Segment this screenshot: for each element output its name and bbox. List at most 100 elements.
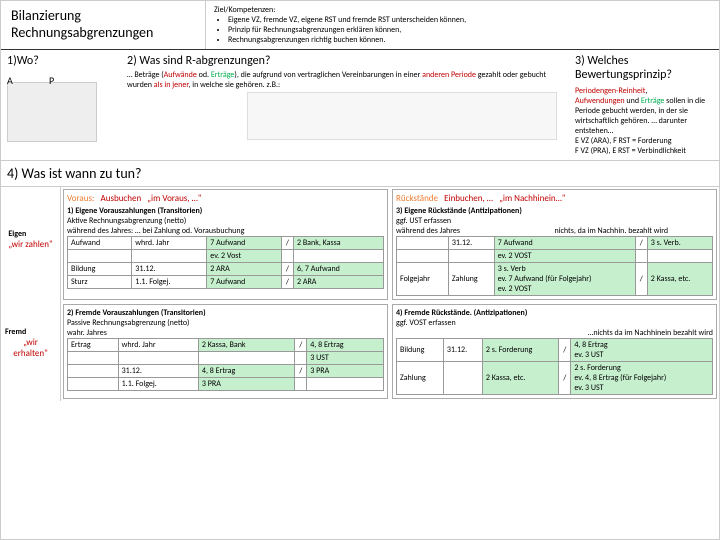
title-block: Bilanzierung Rechnungsabgrenzungen (1, 1, 206, 49)
panel-3: Rückstände Einbuchen, … „im Nachhinein…"… (392, 189, 717, 300)
p1-sub: Aktive Rechnungsabgrenzung (netto) (67, 216, 384, 226)
c: 4, 8 Ertrag (307, 339, 384, 352)
t: „im Nachhinein…" (499, 193, 565, 204)
c: whrd. Jahr (132, 237, 207, 250)
t: und (625, 96, 641, 106)
s4-title: 4) Was ist wann zu tun? (1, 161, 719, 187)
c (293, 250, 383, 263)
c: ev. 2 Vost (207, 250, 282, 263)
t: Periodengen-Reinheit (575, 86, 645, 96)
c: ev. 2 VOST (494, 250, 635, 263)
c: / (281, 263, 293, 276)
t: ev. 4, 8 Ertrag (für Folgejahr) (574, 373, 666, 383)
c (281, 250, 293, 263)
c (118, 352, 198, 365)
t: E VZ (ARA), F RST = Forderung (575, 136, 672, 146)
p3-head: Rückstände Einbuchen, … „im Nachhinein…" (396, 193, 713, 204)
q1: 1)Wo? A P (1, 50, 121, 160)
t: 4, 8 Ertrag (574, 340, 607, 350)
c: 3 PRA (198, 378, 294, 391)
c (647, 250, 712, 263)
rowlabels: Eigen „wir zahlen" Fremd „wir erhalten" (1, 187, 61, 401)
t: ev. 3 UST (574, 383, 603, 393)
t: , (645, 86, 647, 96)
q3-title: 3) Welches Bewertungsprinzip? (575, 54, 713, 82)
c (397, 250, 449, 263)
grid4: Eigen „wir zahlen" Fremd „wir erhalten" … (1, 187, 719, 401)
q3: 3) Welches Bewertungsprinzip? Periodenge… (569, 50, 719, 160)
t: , in welche sie gehören. z.B.: (188, 80, 280, 90)
c: Sturz (68, 276, 132, 289)
label-p: P (49, 74, 54, 87)
eigen-block: Eigen „wir zahlen" (8, 229, 52, 250)
t: F VZ (PRA), E RST = Verbindlichkeit (575, 146, 686, 156)
c: Zahlung (448, 263, 494, 296)
header: Bilanzierung Rechnungsabgrenzungen Ziel/… (1, 1, 719, 50)
c (448, 250, 494, 263)
c: 2 s. Forderung (482, 339, 558, 362)
c: / (635, 237, 647, 250)
goals-block: Ziel/Kompetenzen: Eigene VZ, fremde VZ, … (206, 1, 719, 49)
c: 4, 8 Ertragev. 3 UST (571, 339, 713, 362)
c: 7 Aufwand (207, 276, 282, 289)
c (295, 352, 307, 365)
p2-sub: Passive Rechnungsabgrenzung (netto) (67, 318, 384, 328)
c (397, 237, 449, 250)
t: Erträge (211, 70, 235, 80)
t: Rückstände (396, 193, 438, 204)
t: 3 s. Verb (498, 264, 526, 274)
t: od. (197, 70, 211, 80)
c: / (559, 362, 571, 395)
c: Ertrag (68, 339, 119, 352)
example-table-placeholder (247, 92, 557, 140)
c (68, 352, 119, 365)
c: 3 s. Verb. (647, 237, 712, 250)
c: 31.12. (118, 365, 198, 378)
t: als in jener (154, 80, 189, 90)
c: 31.12. (132, 263, 207, 276)
c: 2 ARA (207, 263, 282, 276)
c (132, 250, 207, 263)
c (198, 352, 294, 365)
p4-note: …nichts da im Nachhinein bezahlt wird (396, 328, 713, 338)
panel-2: 2) Fremde Vorauszahlungen (Transitorien)… (63, 304, 388, 399)
questions-row: 1)Wo? A P 2) Was sind R-abgrenzungen? … … (1, 50, 719, 161)
c: Zahlung (397, 362, 444, 395)
t: ), die aufgrund von vertraglichen Verein… (234, 70, 422, 80)
c (68, 378, 119, 391)
c: 2 Bank, Kassa (293, 237, 383, 250)
c: 2 s. Forderungev. 4, 8 Ertrag (für Folge… (571, 362, 713, 395)
c: 7 Aufwand (207, 237, 282, 250)
principle: Periodengen-Reinheit, Aufwendungen und E… (575, 86, 713, 156)
goal-item: Rechnungsabgrenzungen richtig buchen kön… (228, 35, 711, 45)
c: whrd. Jahr (118, 339, 198, 352)
c: 1.1. Folgej. (132, 276, 207, 289)
t: Ausbuchen (101, 193, 142, 204)
fremd: Fremd (5, 327, 56, 337)
c: Bildung (68, 263, 132, 276)
c: 31.12. (448, 237, 494, 250)
c: 6, 7 Aufwand (293, 263, 383, 276)
t: ev. 3 UST (574, 350, 603, 360)
p3-sub: ggf. UST erfassen (396, 216, 713, 226)
p4-sub: ggf. VOST erfassen (396, 318, 713, 328)
goals-label: Ziel/Kompetenzen: (214, 5, 711, 15)
c: 3 s. Verbev. 7 Aufwand (für Folgejahr)ev… (494, 263, 635, 296)
t: Einbuchen, … (444, 193, 493, 204)
p3-note: nichts, da im Nachhin. bezahlt wird (555, 226, 714, 236)
bilanz-icon (7, 82, 97, 142)
p1-table: Aufwandwhrd. Jahr7 Aufwand/2 Bank, Kassa… (67, 236, 384, 289)
title-line1: Bilanzierung (11, 7, 195, 24)
c (68, 365, 119, 378)
p4-title: 4) Fremde Rückstände. (Antizipationen) (396, 308, 713, 318)
t: Aufwände (164, 70, 197, 80)
q2-desc: … Beträge (Aufwände od. Erträge), die au… (127, 70, 563, 90)
c: / (559, 339, 571, 362)
eigen: Eigen (8, 229, 52, 239)
p2-during: wahr. Jahres (67, 328, 384, 338)
c: 2 ARA (293, 276, 383, 289)
p1-during: während des Jahres: … bei Zahlung od. Vo… (67, 226, 384, 236)
c: Aufwand (68, 237, 132, 250)
c: / (635, 263, 647, 296)
c (443, 362, 482, 395)
